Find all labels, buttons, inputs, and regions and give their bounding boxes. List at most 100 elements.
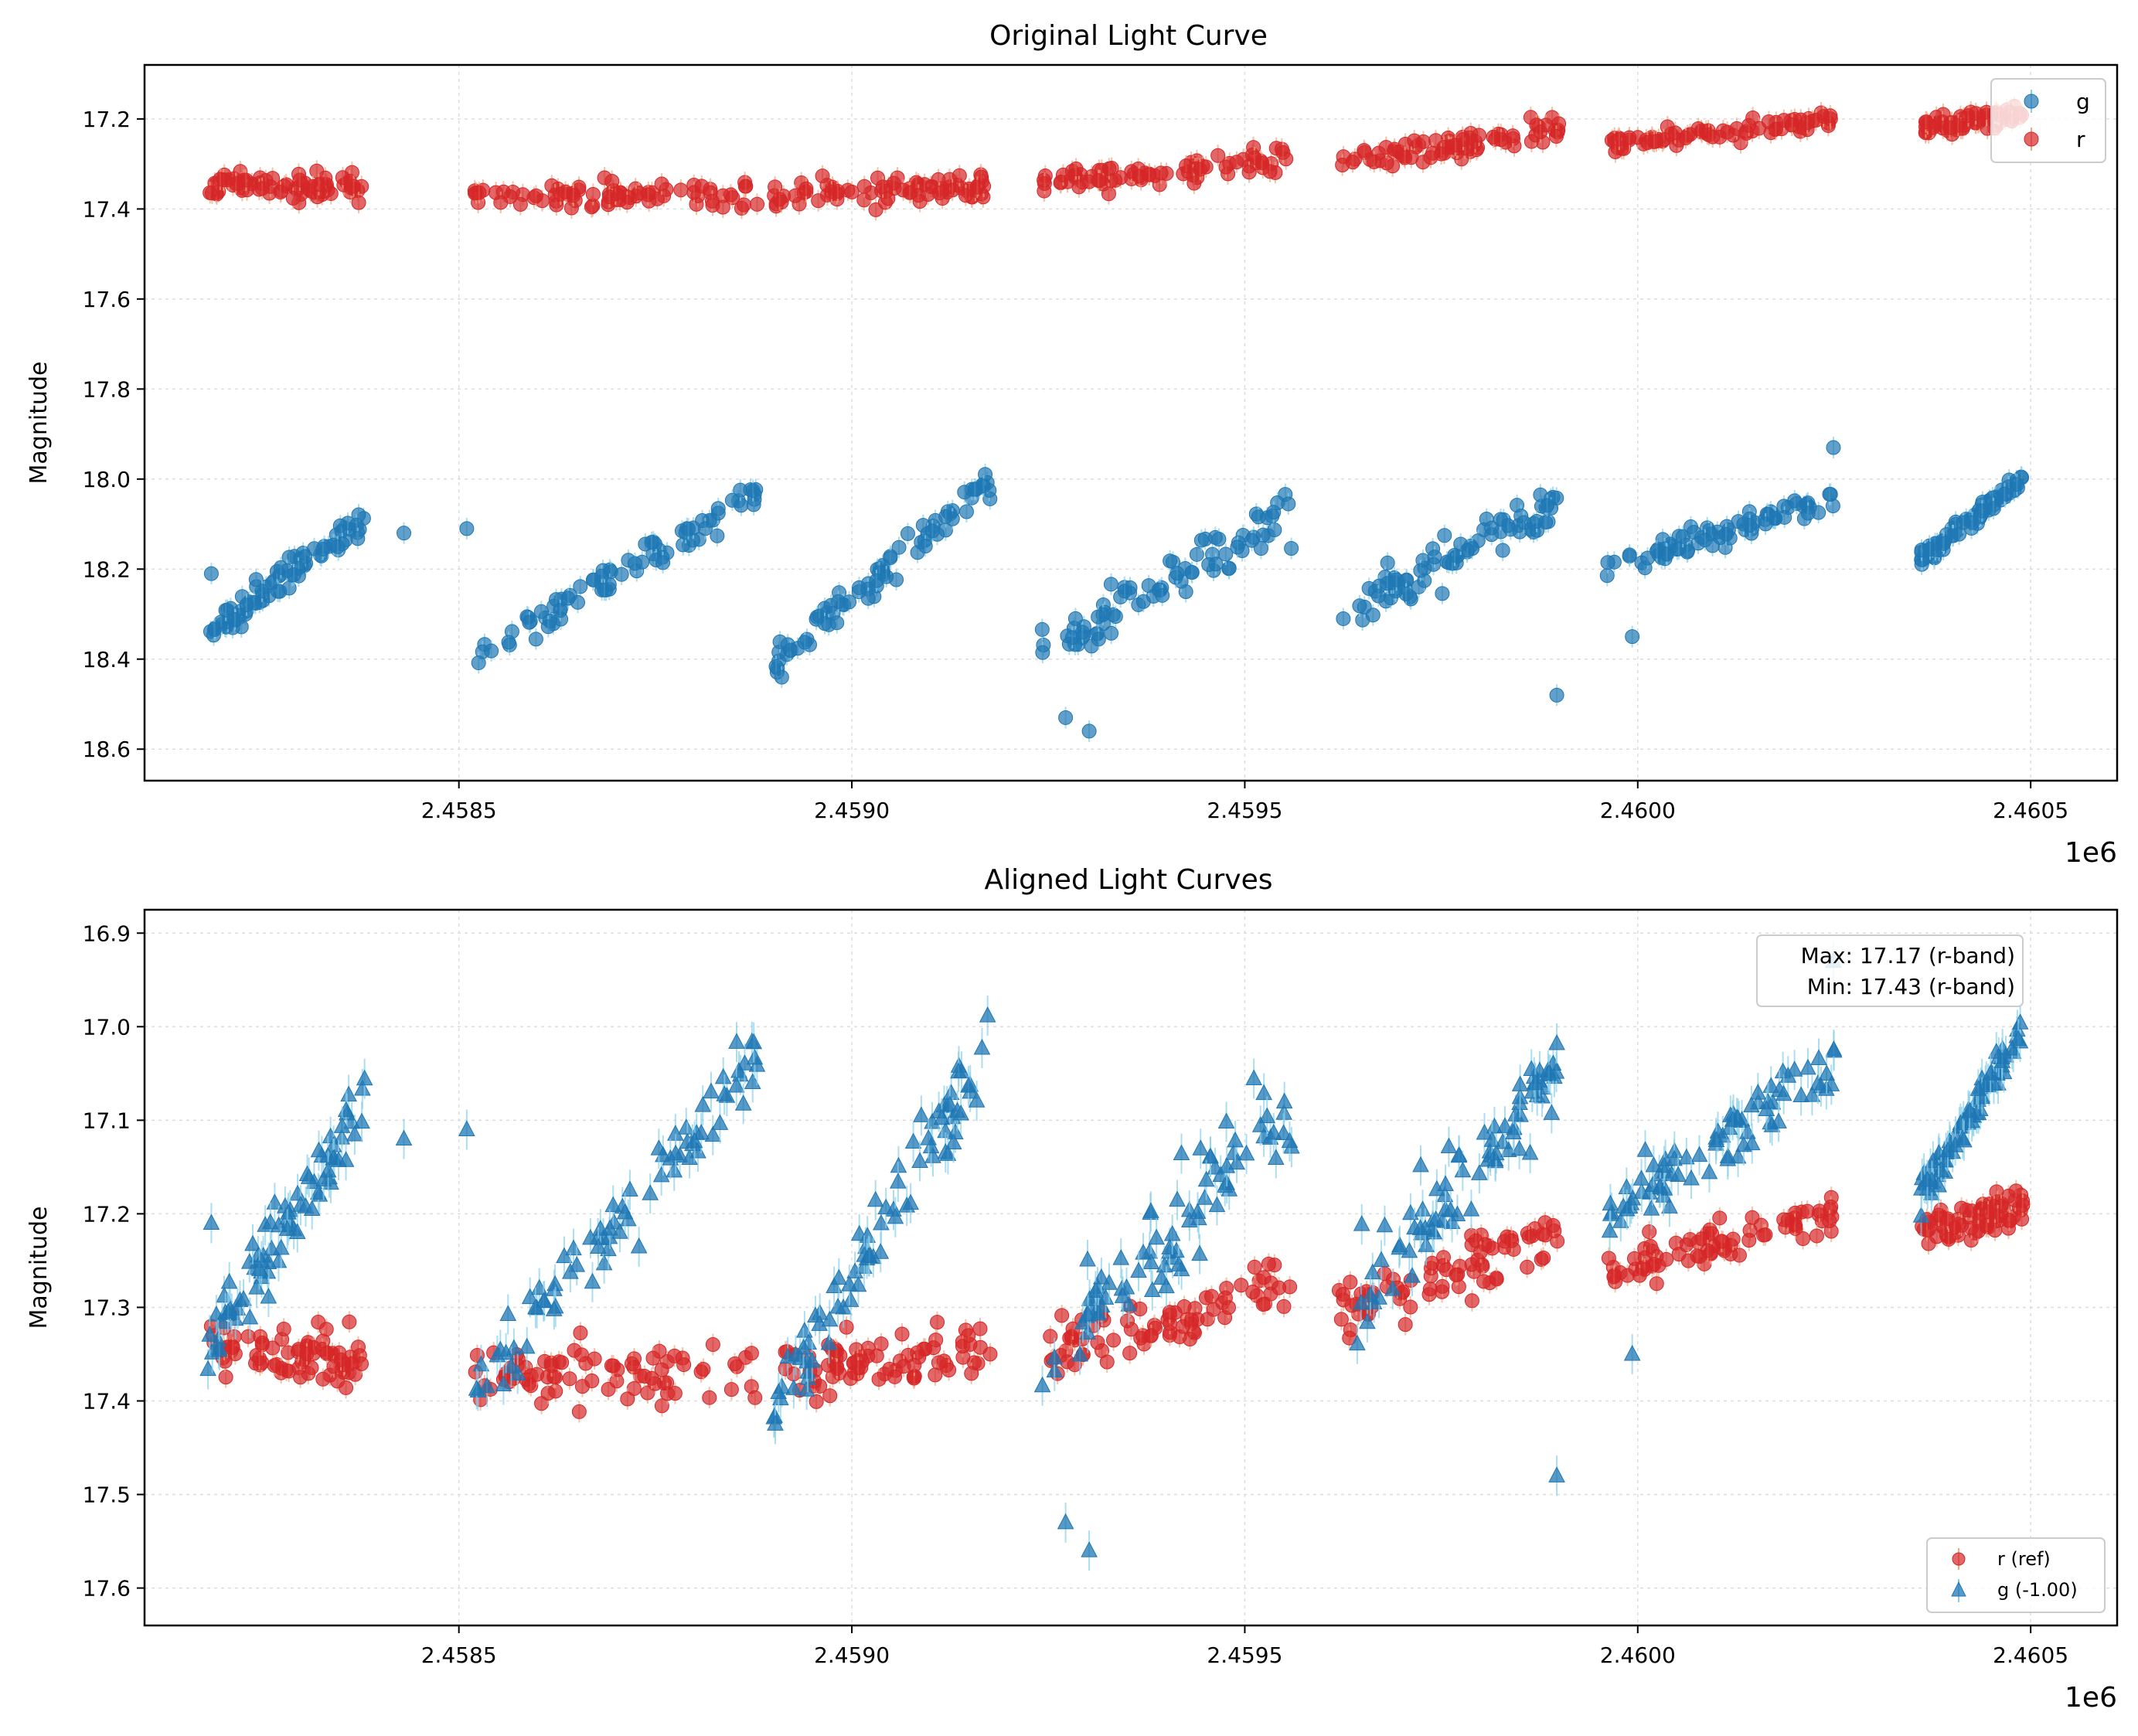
data-point <box>904 1132 922 1149</box>
data-point <box>1349 1334 1366 1351</box>
data-point <box>1055 167 1071 182</box>
data-point <box>1142 1202 1159 1218</box>
data-point <box>842 1291 860 1307</box>
data-point <box>471 655 486 671</box>
data-point <box>248 572 264 587</box>
data-point <box>667 1348 683 1363</box>
data-point <box>276 1321 291 1336</box>
data-point <box>522 614 537 630</box>
data-point <box>289 1184 306 1201</box>
data-point <box>1087 1282 1105 1298</box>
data-point <box>601 1219 618 1236</box>
data-point <box>1974 503 1990 519</box>
data-point <box>1163 553 1178 569</box>
data-point <box>644 1370 659 1386</box>
data-point <box>330 1151 347 1167</box>
plot-area <box>203 95 2030 742</box>
data-point <box>883 550 898 566</box>
data-point <box>529 188 544 203</box>
data-point <box>1505 1123 1522 1140</box>
data-point <box>1230 540 1245 555</box>
data-point <box>1823 1199 1839 1214</box>
data-point <box>747 1390 763 1405</box>
data-point <box>604 174 620 189</box>
data-point <box>1169 566 1185 581</box>
x-axis-offset-label: 1e6 <box>2065 837 2117 869</box>
data-point <box>704 193 720 209</box>
data-point <box>271 584 286 599</box>
data-point <box>958 188 973 203</box>
data-point <box>292 172 308 188</box>
data-point <box>856 179 872 194</box>
data-point <box>1822 486 1837 502</box>
data-point <box>1434 146 1449 162</box>
data-point <box>1103 577 1118 592</box>
data-point <box>273 560 288 575</box>
data-point <box>1275 1124 1292 1140</box>
data-point <box>395 1129 413 1146</box>
data-point <box>1281 1132 1299 1149</box>
data-point <box>1267 523 1282 538</box>
data-point <box>1276 1299 1292 1314</box>
data-point <box>788 188 803 203</box>
data-point <box>1363 1263 1381 1280</box>
data-point <box>911 188 926 203</box>
data-point <box>1993 1052 2011 1068</box>
data-point <box>1281 496 1296 512</box>
data-point <box>968 1091 986 1108</box>
chart-title: Original Light Curve <box>989 20 1268 52</box>
data-point <box>353 1112 370 1129</box>
data-point <box>1343 1275 1358 1290</box>
data-point <box>1921 1236 1936 1251</box>
data-point <box>1690 1248 1705 1264</box>
data-point <box>1141 578 1156 594</box>
data-point <box>1454 1161 1472 1178</box>
data-point <box>922 1137 940 1154</box>
data-point <box>300 1168 318 1184</box>
data-point <box>1208 1196 1226 1213</box>
data-point <box>590 1237 607 1254</box>
aligned-light-curves-panel: Aligned Light Curves 2.4585 2.4590 2.4595 2… <box>26 864 2119 1714</box>
data-point <box>860 591 876 606</box>
data-point <box>1412 1156 1429 1173</box>
data-point <box>939 1145 957 1161</box>
data-point <box>839 1319 854 1335</box>
data-point <box>785 1379 802 1395</box>
data-point <box>1241 165 1257 180</box>
y-axis: 16.9 17.0 17.1 17.2 17.3 17.4 17.5 17.6 <box>83 921 145 1602</box>
data-point <box>568 1256 586 1272</box>
data-point <box>1376 1216 1394 1233</box>
data-point <box>1158 1277 1175 1294</box>
legend-box <box>1926 1537 2106 1613</box>
data-point <box>587 1351 602 1367</box>
data-point <box>601 1382 616 1397</box>
data-point <box>342 1314 357 1329</box>
data-point <box>723 187 738 203</box>
y-tick-label: 17.4 <box>83 1388 131 1414</box>
data-point <box>540 619 556 635</box>
data-point <box>1462 1200 1480 1217</box>
data-point <box>1058 710 1074 725</box>
data-point <box>1411 1219 1429 1235</box>
data-point <box>614 567 629 582</box>
data-point <box>1415 134 1431 149</box>
data-point <box>1602 1194 1619 1211</box>
plot-area <box>199 941 2031 1571</box>
data-point <box>745 1033 763 1050</box>
data-point <box>278 1220 296 1236</box>
data-point <box>1245 1069 1262 1086</box>
data-point <box>811 1315 828 1331</box>
data-point <box>1122 1346 1138 1361</box>
data-point <box>624 1356 639 1371</box>
data-point <box>1081 1541 1098 1557</box>
data-point <box>270 1251 288 1268</box>
data-point <box>866 1190 884 1207</box>
data-point <box>1521 1229 1537 1244</box>
data-point <box>938 509 954 524</box>
data-point <box>1256 1270 1272 1285</box>
data-point <box>285 190 301 206</box>
data-point <box>1398 150 1413 165</box>
data-point <box>676 537 691 553</box>
data-point <box>1251 1116 1269 1132</box>
data-point <box>873 1213 890 1231</box>
